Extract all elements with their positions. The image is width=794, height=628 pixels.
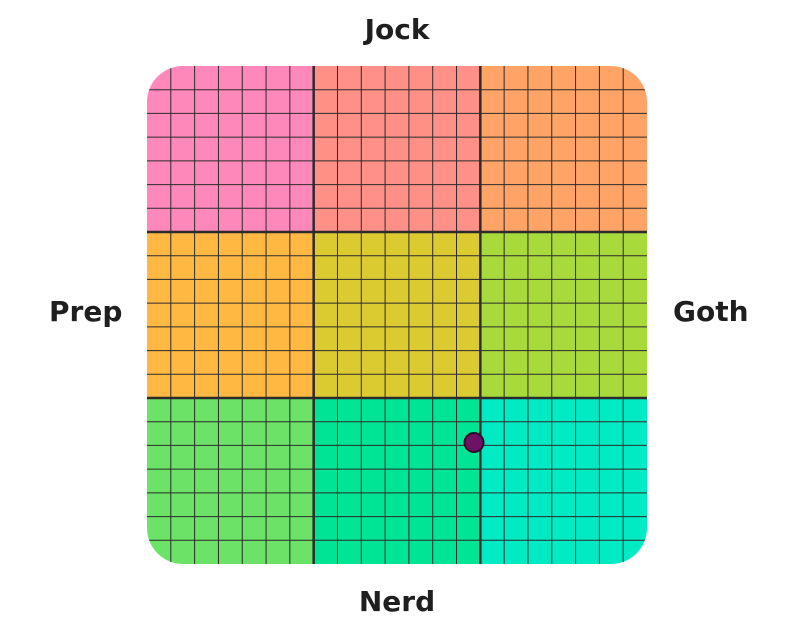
grid-cell-r2-c2 bbox=[480, 398, 647, 564]
minor-grid-lines bbox=[147, 66, 647, 564]
axis-label-top: Jock bbox=[364, 13, 430, 46]
grid-cell-r0-c1 bbox=[313, 66, 481, 233]
grid-cell-r0-c0 bbox=[147, 66, 315, 233]
grid-cells bbox=[147, 66, 647, 564]
grid-cell-r2-c1 bbox=[313, 398, 481, 564]
axis-label-right: Goth bbox=[673, 295, 749, 328]
grid-cell-r2-c0 bbox=[147, 398, 315, 564]
position-marker bbox=[463, 431, 485, 453]
marker-layer bbox=[463, 431, 485, 453]
grid-cell-r0-c2 bbox=[480, 66, 647, 233]
axis-label-left: Prep bbox=[49, 295, 123, 328]
major-grid-lines bbox=[147, 66, 647, 564]
grid-cell-r1-c0 bbox=[147, 232, 315, 399]
grid-cell-r1-c1 bbox=[313, 232, 481, 399]
grid-cell-r1-c2 bbox=[480, 232, 647, 399]
axis-label-bottom: Nerd bbox=[358, 585, 436, 618]
